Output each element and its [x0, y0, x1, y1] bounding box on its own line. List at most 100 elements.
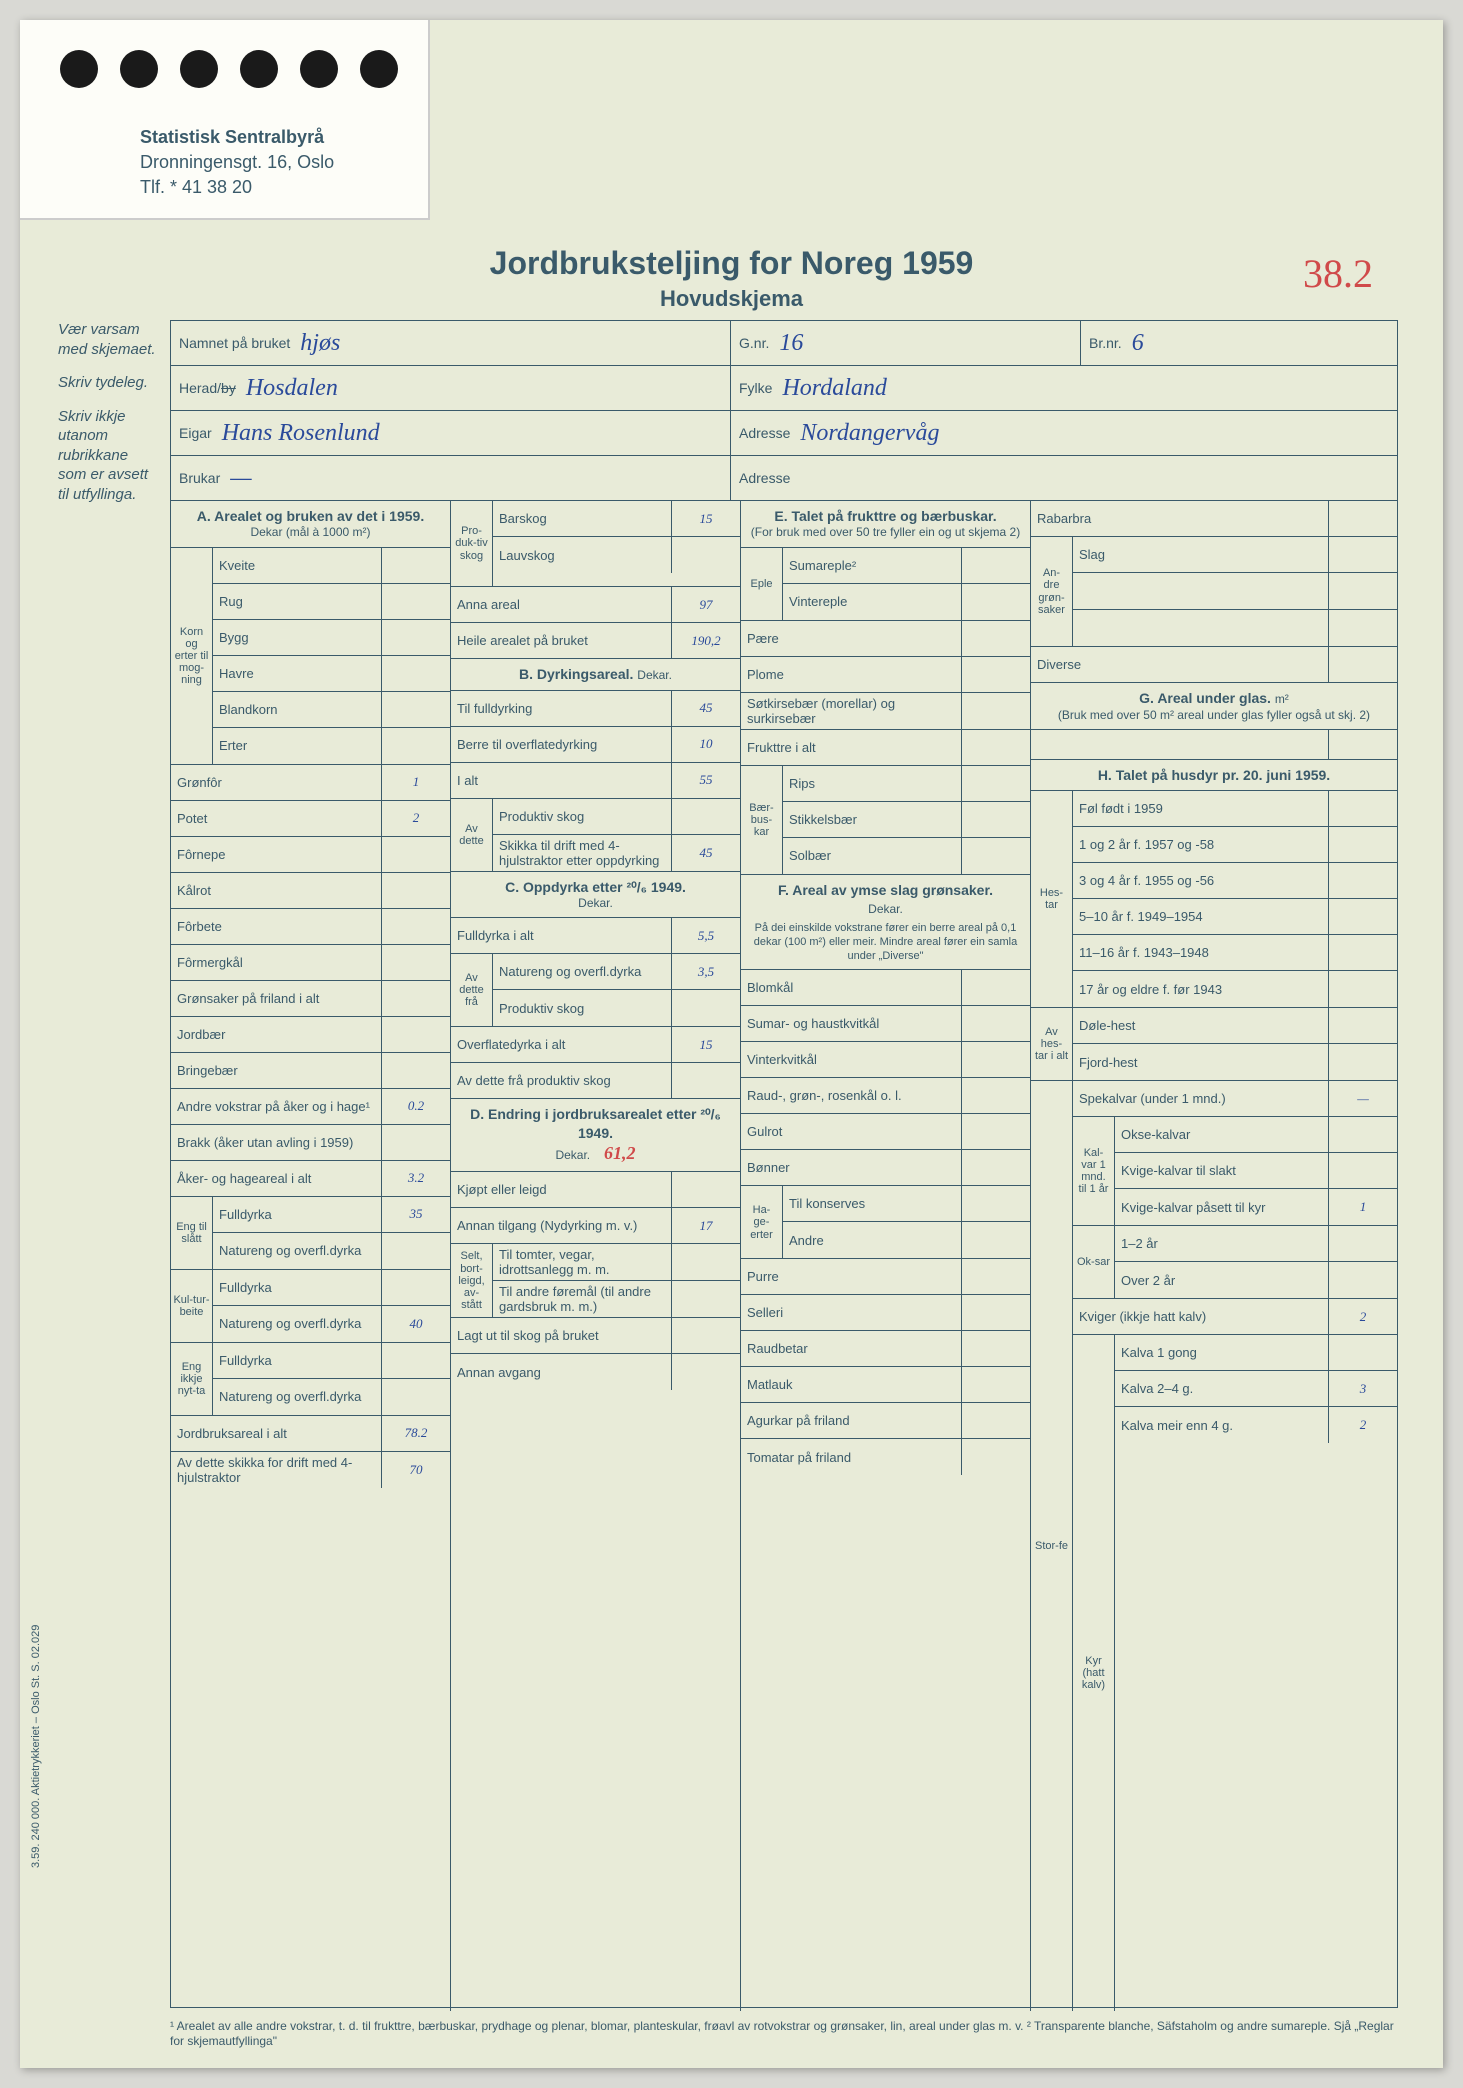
row-value: [382, 584, 450, 619]
row-value: 3: [1329, 1371, 1397, 1406]
table-row: Selleri: [741, 1295, 1030, 1331]
fylke-value: Hordaland: [772, 375, 886, 402]
row-value: [382, 692, 450, 727]
row-label: Plome: [741, 657, 962, 692]
row-value: [382, 1053, 450, 1088]
row-label: Raudbetar: [741, 1331, 962, 1366]
table-row: Jordbær: [171, 1017, 450, 1053]
row-label: Kalva 2–4 g.: [1115, 1371, 1329, 1406]
row-label: Produktiv skog: [493, 990, 672, 1026]
row-label: Vintereple: [783, 584, 962, 620]
eigar-value: Hans Rosenlund: [212, 420, 380, 447]
row-value: [672, 1063, 740, 1098]
row-value: 3,5: [672, 954, 740, 989]
row-value: [1329, 1044, 1397, 1080]
row-value: [962, 1331, 1030, 1366]
row-label: Frukttre i alt: [741, 730, 962, 765]
row-label: Sumar- og haustkvitkål: [741, 1006, 962, 1041]
gnr-value: 16: [769, 330, 803, 357]
table-row: Raud-, grøn-, rosenkål o. l.: [741, 1078, 1030, 1114]
table-row: Gulrot: [741, 1114, 1030, 1150]
row-value: [962, 657, 1030, 692]
engikkje-side-label: Eng ikkje nyt-ta: [171, 1343, 213, 1415]
row-label: Fôrnepe: [171, 837, 382, 872]
row-label: Kveite: [213, 548, 382, 583]
margin-note: Skriv ikkje utanom rubrikkane som er avs…: [58, 407, 160, 505]
row-value: [1329, 971, 1397, 1007]
table-row: 5–10 år f. 1949–1954: [1073, 899, 1397, 935]
org-name: Statistisk Sentralbyrå: [140, 125, 334, 150]
row-value: [962, 1367, 1030, 1402]
table-row: Annan avgang: [451, 1354, 740, 1390]
table-row: I alt55: [451, 763, 740, 799]
row-value: [962, 621, 1030, 656]
margin-note: Vær varsam med skjemaet.: [58, 320, 160, 359]
table-row: Til tomter, vegar, idrottsanlegg m. m.: [493, 1244, 740, 1281]
table-row: Havre: [213, 656, 450, 692]
table-row: Purre: [741, 1259, 1030, 1295]
row-label: Selleri: [741, 1295, 962, 1330]
row-value: 15: [672, 501, 740, 536]
table-row: Tomatar på friland: [741, 1439, 1030, 1475]
namnet-value: hjøs: [290, 330, 340, 357]
table-row: Matlauk: [741, 1367, 1030, 1403]
row-label: Produktiv skog: [493, 799, 672, 834]
row-value: [1329, 827, 1397, 862]
row-label: Åker- og hageareal i alt: [171, 1161, 382, 1196]
row-label: Bygg: [213, 620, 382, 655]
table-row: Overflatedyrka i alt15: [451, 1027, 740, 1063]
table-row: Berre til overflatedyrking10: [451, 727, 740, 763]
row-value: [962, 1078, 1030, 1113]
column-b: Pro-duk-tiv skog Barskog15Lauvskog Anna …: [451, 501, 741, 2011]
row-label: Til andre føremål (til andre gardsbruk m…: [493, 1281, 672, 1317]
table-row: Kveite: [213, 548, 450, 584]
row-label: Bønner: [741, 1150, 962, 1185]
row-label: Vinterkvitkål: [741, 1042, 962, 1077]
row-value: [382, 1233, 450, 1269]
row-label: Kvige-kalvar til slakt: [1115, 1153, 1329, 1188]
row-value: [962, 1439, 1030, 1475]
row-value: [672, 537, 740, 573]
row-label: Over 2 år: [1115, 1262, 1329, 1298]
row-value: [382, 548, 450, 583]
print-info: 3.59. 240 000. Aktietrykkeriet – Oslo St…: [30, 1625, 42, 1868]
table-row: Åker- og hageareal i alt3.2: [171, 1161, 450, 1197]
gnr-label: G.nr.: [739, 335, 769, 351]
row-label: Døle-hest: [1073, 1008, 1329, 1043]
row-value: [382, 1343, 450, 1378]
table-row: Fôrnepe: [171, 837, 450, 873]
form-subtitle: Hovudskjema: [20, 286, 1443, 312]
row-value: [1329, 1008, 1397, 1043]
row-label: Raud-, grøn-, rosenkål o. l.: [741, 1078, 962, 1113]
header-row-1: Namnet på bruket hjøs G.nr. 16 Br.nr. 6: [171, 321, 1397, 366]
row-label: Gulrot: [741, 1114, 962, 1149]
row-label: Fulldyrka: [213, 1197, 382, 1232]
row-value: [962, 584, 1030, 620]
row-label: I alt: [451, 763, 672, 798]
table-row: 11–16 år f. 1943–1948: [1073, 935, 1397, 971]
table-row: Barskog15: [493, 501, 740, 537]
row-label: Berre til overflatedyrking: [451, 727, 672, 762]
row-value: [962, 1114, 1030, 1149]
section-c-head: C. Oppdyrka etter ²⁰/₆ 1949.Dekar.: [451, 872, 740, 919]
table-row: Fulldyrka35: [213, 1197, 450, 1233]
row-label: Kjøpt eller leigd: [451, 1172, 672, 1207]
row-label: Overflatedyrka i alt: [451, 1027, 672, 1062]
table-row: Over 2 år: [1115, 1262, 1397, 1298]
row-label: Natureng og overfl.dyrka: [213, 1306, 382, 1342]
table-row: Fulldyrka i alt5,5: [451, 918, 740, 954]
table-row: Døle-hest: [1073, 1008, 1397, 1044]
table-row: Grønsaker på friland i alt: [171, 981, 450, 1017]
row-label: 17 år og eldre f. før 1943: [1073, 971, 1329, 1007]
row-label: 5–10 år f. 1949–1954: [1073, 899, 1329, 934]
row-value: [962, 1006, 1030, 1041]
table-row: 1–2 år: [1115, 1226, 1397, 1262]
table-row: Brakk (åker utan avling i 1959): [171, 1125, 450, 1161]
margin-note: Skriv tydeleg.: [58, 373, 160, 393]
header-row-3: Eigar Hans Rosenlund Adresse Nordangervå…: [171, 411, 1397, 456]
row-label: Føl født i 1959: [1073, 791, 1329, 826]
row-label: Fôrmergkål: [171, 945, 382, 980]
row-value: [382, 1017, 450, 1052]
binder-holes: [60, 50, 398, 88]
section-a-head: A. Arealet og bruken av det i 1959. Deka…: [171, 501, 450, 548]
